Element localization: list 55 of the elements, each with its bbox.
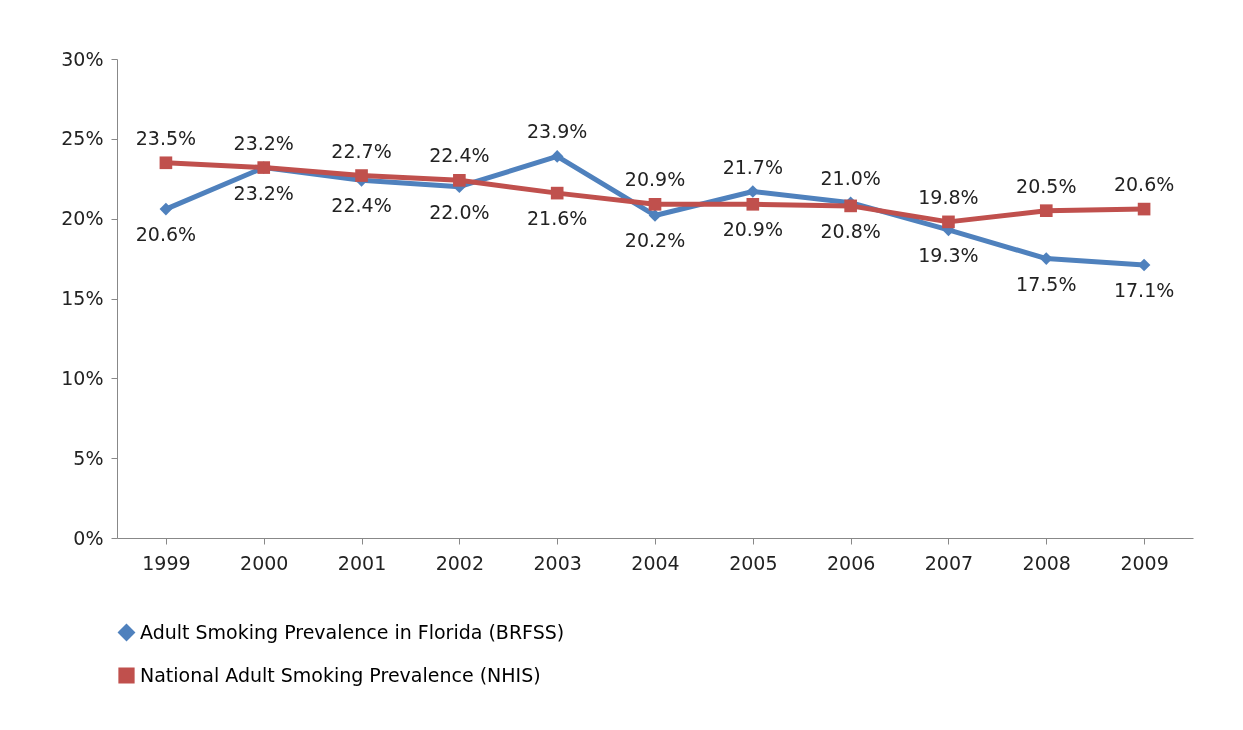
- data-label: 20.2%: [624, 229, 686, 252]
- x-tick-label: 2002: [435, 551, 485, 574]
- y-tick-label: 25%: [61, 127, 104, 150]
- x-tick-label: 2000: [240, 551, 289, 574]
- x-tick-label: 2007: [924, 551, 974, 574]
- data-label: 20.6%: [1113, 173, 1175, 196]
- point: [1137, 202, 1151, 216]
- point: [1039, 204, 1053, 218]
- y-tick-label: 20%: [61, 207, 104, 230]
- data-label: 19.3%: [918, 243, 979, 266]
- data-label: 23.2%: [233, 131, 294, 154]
- data-label: 20.5%: [1016, 174, 1077, 197]
- data-label: 21.6%: [527, 207, 588, 230]
- data-label: 19.8%: [918, 185, 979, 208]
- data-label: 20.9%: [722, 218, 783, 241]
- point: [159, 202, 173, 216]
- x-tick-label: 2006: [826, 551, 876, 574]
- x-tick-label: 2003: [533, 551, 582, 574]
- y-tick-label: 5%: [73, 446, 104, 469]
- legend-label: Adult Smoking Prevalence in Florida (BRFSS): [140, 620, 565, 643]
- x-tick-label: 2005: [729, 551, 778, 574]
- point: [746, 197, 760, 211]
- data-label: 22.0%: [429, 200, 490, 223]
- y-tick-label: 30%: [61, 47, 104, 70]
- point: [1039, 252, 1053, 265]
- y-tick-label: 0%: [73, 526, 104, 549]
- point: [355, 169, 368, 182]
- x-tick-label: 2004: [631, 551, 680, 574]
- point: [746, 185, 760, 198]
- x-tick-label: 2001: [337, 551, 387, 574]
- point: [942, 215, 955, 229]
- y-tick-label: 10%: [61, 366, 104, 389]
- point: [453, 174, 466, 187]
- data-label: 17.5%: [1016, 272, 1077, 295]
- point: [550, 186, 564, 200]
- point: [550, 150, 564, 163]
- point: [159, 156, 173, 170]
- data-label: 21.0%: [820, 166, 881, 189]
- point: [648, 197, 662, 211]
- data-label: 22.7%: [331, 139, 392, 162]
- data-label: 20.6%: [135, 223, 197, 246]
- data-label: 17.1%: [1113, 278, 1175, 301]
- x-tick-label: 2008: [1022, 551, 1071, 574]
- data-label: 20.8%: [820, 219, 881, 242]
- x-tick-label: 1999: [142, 551, 191, 574]
- data-label: 20.9%: [624, 168, 686, 191]
- data-label: 23.9%: [527, 120, 588, 143]
- data-label: 22.4%: [331, 194, 392, 217]
- data-label: 23.2%: [233, 181, 294, 204]
- data-label: 23.5%: [135, 126, 197, 149]
- data-label: 22.4%: [429, 144, 490, 167]
- x-tick-label: 2009: [1120, 551, 1169, 574]
- y-tick-label: 15%: [61, 287, 104, 309]
- data-label: 21.7%: [722, 155, 783, 178]
- legend-label: National Adult Smoking Prevalence (NHIS): [140, 663, 541, 686]
